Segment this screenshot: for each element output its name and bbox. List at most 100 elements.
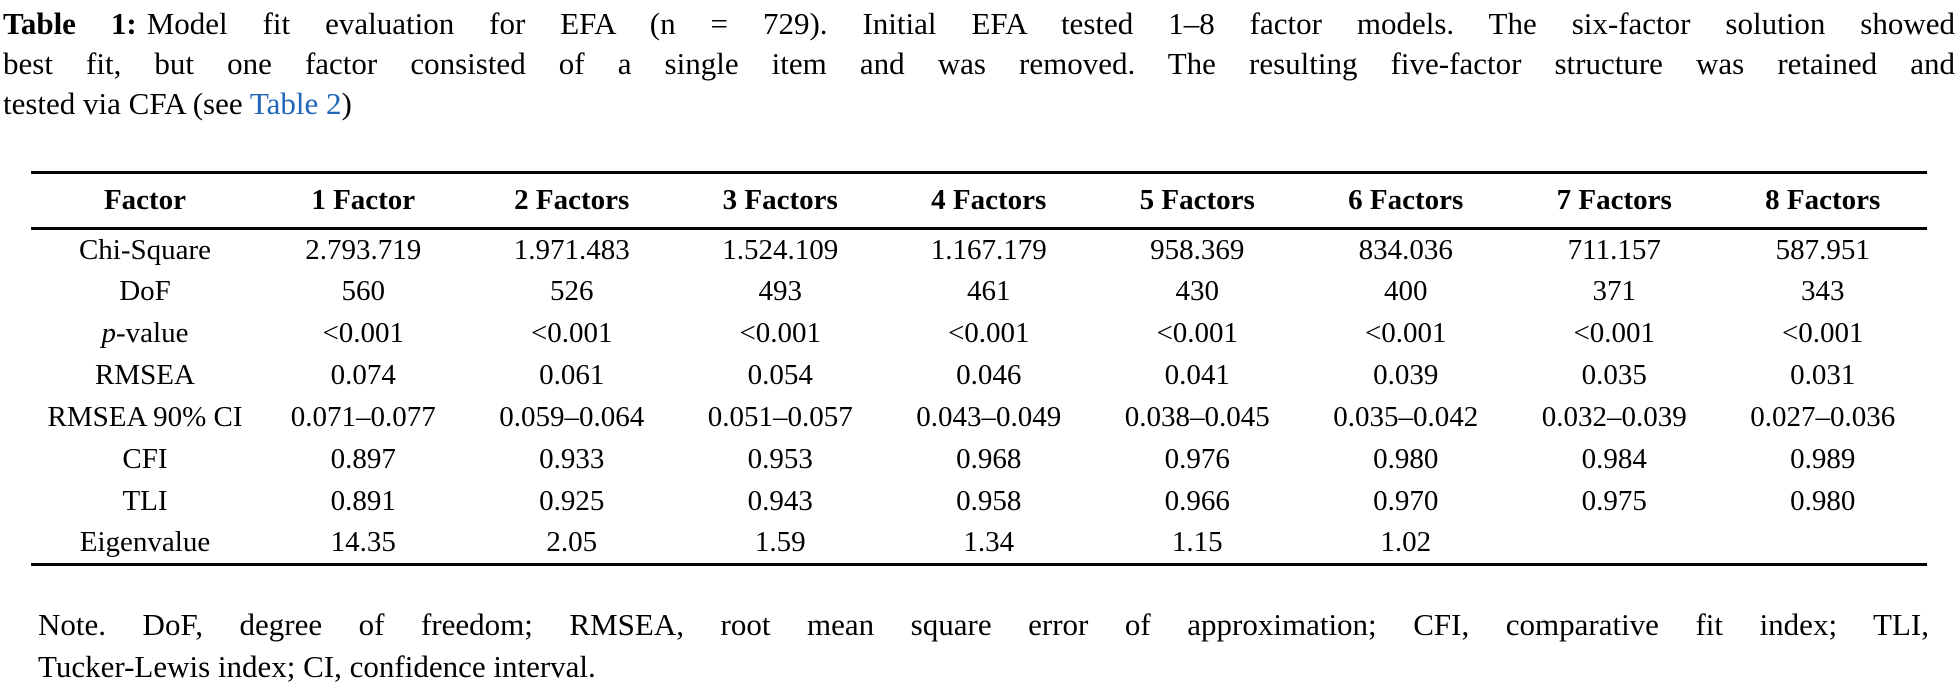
data-cell: 343 (1801, 275, 1845, 307)
row-label: RMSEA (95, 359, 195, 391)
note-line-1: Note. DoF, degree of freedom; RMSEA, roo… (38, 607, 1929, 642)
data-cell: 0.041 (1164, 359, 1230, 391)
data-cell: 0.970 (1373, 485, 1439, 517)
data-cell: 0.975 (1581, 485, 1647, 517)
data-cell: 400 (1384, 275, 1428, 307)
data-cell: 0.032–0.039 (1541, 401, 1687, 433)
data-cell: 461 (967, 275, 1011, 307)
column-header: 8 Factors (1765, 184, 1881, 216)
data-cell: 0.035–0.042 (1333, 401, 1479, 433)
data-cell: <0.001 (947, 317, 1030, 349)
data-cell (1719, 523, 1928, 565)
data-cell: <0.001 (1364, 317, 1447, 349)
data-cell: 0.980 (1373, 443, 1439, 475)
data-cell: 0.976 (1164, 443, 1230, 475)
data-cell: 0.071–0.077 (290, 401, 436, 433)
data-cell: <0.001 (739, 317, 822, 349)
table-body: Chi-Square 2.793.719 1.971.483 1.524.109 1.1… (31, 229, 1927, 565)
data-cell: 587.951 (1775, 233, 1870, 266)
table-row: Chi-Square 2.793.719 1.971.483 1.524.109 1.1… (31, 229, 1927, 271)
data-cell: 0.897 (330, 443, 396, 475)
data-cell: 0.035 (1581, 359, 1647, 391)
data-cell: 430 (1175, 275, 1220, 307)
table2-link[interactable]: Table 2 (249, 86, 342, 121)
column-header: 7 Factors (1556, 184, 1672, 216)
table-note: Note. DoF, degree of freedom; RMSEA, roo… (38, 604, 1929, 688)
data-cell: 14.35 (330, 526, 396, 559)
data-cell: <0.001 (322, 317, 405, 349)
data-cell: 0.980 (1790, 485, 1856, 517)
data-cell: 1.971.483 (513, 233, 630, 266)
data-cell: 2.05 (546, 526, 598, 559)
table-row: RMSEA 0.074 0.061 0.054 0.046 0.041 0.039 0.035… (31, 355, 1927, 397)
caption-line1-text: Model fit evaluation for EFA (n = 729). … (146, 6, 1955, 41)
row-label: CFI (122, 443, 168, 475)
data-cell: 0.038–0.045 (1124, 401, 1270, 433)
data-cell: 0.968 (956, 443, 1022, 475)
column-header: 5 Factors (1139, 184, 1255, 216)
data-cell: 0.061 (539, 359, 605, 391)
data-cell: 0.059–0.064 (499, 401, 645, 433)
data-cell: 1.59 (754, 526, 806, 559)
data-cell: 0.046 (956, 359, 1022, 391)
data-cell: 1.02 (1380, 526, 1432, 559)
row-label: Eigenvalue (79, 526, 211, 559)
note-line-2: Tucker-Lewis index; CI, confidence inter… (38, 649, 596, 684)
table-row: TLI 0.891 0.925 0.943 0.958 0.966 0.970 0.975 0.… (31, 481, 1927, 523)
data-cell: 0.984 (1581, 443, 1647, 475)
data-cell: <0.001 (1573, 317, 1656, 349)
data-cell: 0.958 (956, 485, 1022, 517)
table-caption-label: Table 1: (3, 6, 137, 41)
data-cell: 958.369 (1150, 233, 1245, 266)
data-cell: 0.039 (1373, 359, 1439, 391)
data-cell: 0.989 (1790, 443, 1856, 475)
data-cell: 0.925 (539, 485, 605, 517)
data-cell: 0.933 (539, 443, 605, 475)
row-label: Chi-Square (78, 233, 212, 266)
row-label: TLI (122, 485, 168, 517)
table-row: CFI 0.897 0.933 0.953 0.968 0.976 0.980 0.984 0.… (31, 439, 1927, 481)
data-cell: 1.167.179 (930, 233, 1047, 266)
data-cell: 0.943 (747, 485, 813, 517)
data-cell: <0.001 (530, 317, 613, 349)
caption-line3-prefix: tested via CFA (see (3, 86, 250, 121)
data-cell: 493 (758, 275, 803, 307)
data-cell: <0.001 (1781, 317, 1864, 349)
data-cell: 711.157 (1567, 233, 1661, 266)
column-header: 3 Factors (722, 184, 838, 216)
data-cell: 0.027–0.036 (1750, 401, 1896, 433)
table-row: Eigenvalue 14.35 2.05 1.59 1.34 1.15 1.02 (31, 523, 1927, 565)
data-cell: <0.001 (1156, 317, 1239, 349)
data-cell: 834.036 (1358, 233, 1453, 266)
row-label: RMSEA 90% CI (47, 401, 243, 433)
caption-line-2: best fit, but one factor consisted of a … (3, 46, 1955, 81)
table-header-row: Factor 1 Factor 2 Factors 3 Factors 4 Factor… (31, 173, 1927, 229)
data-cell: 1.34 (963, 526, 1015, 559)
table-caption: Table 1: Model fit evaluation for EFA (n … (0, 0, 1957, 124)
data-cell: 560 (341, 275, 386, 307)
caption-line-1: Table 1: Model fit evaluation for EFA (n … (3, 4, 1955, 44)
data-cell: 0.031 (1790, 359, 1856, 391)
caption-line3-suffix: ) (341, 86, 352, 121)
column-header: 2 Factors (514, 184, 630, 216)
table-row: p-value <0.001 <0.001 <0.001 <0.001 <0.001 <0.… (31, 313, 1927, 355)
row-label: p-value (101, 317, 189, 349)
column-header: 6 Factors (1348, 184, 1464, 216)
data-cell: 1.15 (1171, 526, 1223, 559)
caption-line-3: tested via CFA (see Table 2) (3, 84, 1955, 124)
model-fit-table: Factor 1 Factor 2 Factors 3 Factors 4 Factor… (31, 171, 1927, 566)
data-cell: 371 (1592, 275, 1637, 307)
table-row: DoF 560 526 493 461 430 400 371 343 (31, 271, 1927, 313)
data-cell: 0.953 (747, 443, 813, 475)
data-cell: 0.891 (330, 485, 396, 517)
data-cell: 1.524.109 (722, 233, 839, 266)
column-header-factor: Factor (103, 184, 187, 216)
table-row: RMSEA 90% CI 0.071–0.077 0.059–0.064 0.051–… (31, 397, 1927, 439)
column-header: 1 Factor (311, 184, 416, 216)
data-cell: 0.051–0.057 (707, 401, 853, 433)
row-label: DoF (119, 275, 171, 307)
data-cell: 0.054 (747, 359, 813, 391)
data-cell: 0.966 (1164, 485, 1230, 517)
data-cell: 0.043–0.049 (916, 401, 1062, 433)
